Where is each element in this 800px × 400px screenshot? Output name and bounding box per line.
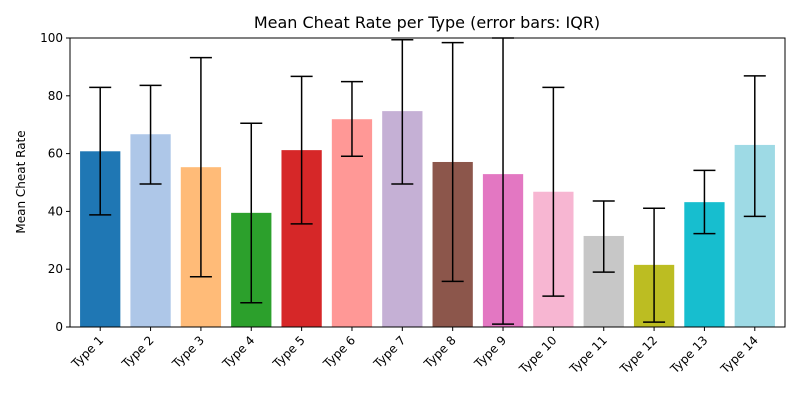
y-tick-label-4: 80 bbox=[48, 89, 63, 103]
y-axis-label: Mean Cheat Rate bbox=[14, 130, 28, 233]
plot-frame bbox=[69, 37, 786, 328]
x-tick-label-12: Type 12 bbox=[617, 333, 661, 377]
x-axis: Type 1 Type 2 Type 3 Type 4 Type 5 Type 6 Type… bbox=[68, 327, 761, 377]
y-tick-label-0: 0 bbox=[55, 320, 63, 334]
y-tick-label-2: 40 bbox=[48, 204, 63, 218]
x-tick-label-14: Type 14 bbox=[717, 333, 761, 377]
y-tick-label-1: 20 bbox=[48, 262, 63, 276]
bars-group bbox=[80, 111, 775, 327]
chart-title: Mean Cheat Rate per Type (error bars: IQ… bbox=[254, 13, 600, 32]
x-tick-label-3: Type 3 bbox=[169, 333, 207, 371]
x-tick-label-2: Type 2 bbox=[118, 333, 156, 371]
y-tick-label-3: 60 bbox=[48, 147, 63, 161]
x-tick-label-8: Type 8 bbox=[421, 333, 459, 371]
x-tick-label-6: Type 6 bbox=[320, 333, 358, 371]
error-bars-group bbox=[89, 37, 766, 325]
x-tick-label-1: Type 1 bbox=[68, 333, 106, 371]
x-tick-label-4: Type 4 bbox=[219, 333, 257, 371]
x-tick-label-11: Type 11 bbox=[566, 333, 610, 377]
y-axis: 0 20 40 60 80 100 bbox=[40, 31, 70, 334]
x-tick-label-10: Type 10 bbox=[516, 333, 560, 377]
x-tick-label-5: Type 5 bbox=[270, 333, 308, 371]
x-tick-label-7: Type 7 bbox=[370, 333, 408, 371]
y-tick-label-5: 100 bbox=[40, 31, 63, 45]
x-tick-label-9: Type 9 bbox=[471, 333, 509, 371]
x-tick-label-13: Type 13 bbox=[667, 333, 711, 377]
